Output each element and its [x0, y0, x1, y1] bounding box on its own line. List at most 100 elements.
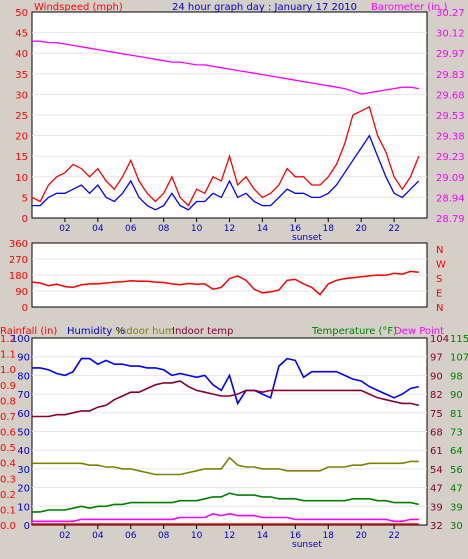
x-tick-label: 22: [388, 224, 399, 234]
indoor-temp-tick-label: 75: [430, 409, 443, 420]
x-tick-label: 06: [125, 224, 137, 234]
humidity-tick-label: 60: [17, 409, 30, 420]
x-tick-label: 20: [355, 224, 367, 234]
x-tick-label: 10: [191, 531, 203, 541]
indoor-temp-tick-label: 32: [430, 521, 443, 532]
sunset-label-2: sunset: [292, 540, 322, 550]
compass-label: N: [436, 303, 443, 314]
chart-title: 24 hour graph day : January 17 2010: [172, 2, 357, 13]
wind-dir-tick-label: 270: [9, 255, 28, 266]
barometer-tick-label: 29.38: [436, 132, 465, 143]
wind-dir-tick-label: 90: [15, 287, 28, 298]
dew-point-line: [32, 512, 419, 523]
temperature-tick-label: 30: [450, 521, 463, 532]
barometer-tick-label: 29.23: [436, 152, 465, 163]
barometer-tick-label: 29.53: [436, 111, 465, 122]
temperature-tick-label: 115: [450, 334, 468, 345]
x-tick-label: 02: [59, 224, 70, 234]
x-tick-label: 12: [224, 224, 235, 234]
wind-tick-label: 5: [22, 193, 28, 204]
rain-tick-label: 0.3: [0, 474, 16, 485]
wind-tick-label: 10: [15, 173, 28, 184]
wind-tick-label: 25: [15, 111, 28, 122]
x-tick-label: 04: [92, 531, 104, 541]
rain-tick-label: 0.0: [0, 521, 16, 532]
temperature-tick-label: 81: [450, 409, 463, 420]
x-tick-label: 16: [290, 531, 302, 541]
x-tick-label: 18: [323, 531, 335, 541]
wind-tick-label: 50: [15, 8, 28, 19]
temperature-tick-label: 98: [450, 371, 463, 382]
wind-dir-tick-label: 0: [22, 303, 28, 314]
rain-tick-label: 0.6: [0, 428, 16, 439]
indoor-temp-tick-label: 54: [430, 465, 443, 476]
x-tick-label: 12: [224, 531, 235, 541]
compass-label: E: [436, 289, 442, 300]
wind-tick-label: 0: [22, 214, 28, 225]
humidity-tick-label: 40: [17, 446, 30, 457]
humidity-line: [32, 357, 419, 406]
rain-tick-label: 0.8: [0, 396, 16, 407]
x-tick-label: 16: [290, 224, 302, 234]
x-tick-label: 08: [158, 224, 170, 234]
x-tick-label: 08: [158, 531, 170, 541]
barometer-tick-label: 28.94: [436, 193, 465, 204]
barometer-tick-label: 30.12: [436, 29, 465, 40]
humidity-tick-label: 80: [17, 371, 30, 382]
wind-dir-tick-label: 360: [9, 239, 28, 250]
humidity-tick-label: 20: [17, 484, 30, 495]
temperature-tick-label: 64: [450, 446, 463, 457]
indoor-temp-tick-label: 61: [430, 446, 443, 457]
temperature-tick-label: 39: [450, 502, 463, 513]
barometer-tick-label: 29.97: [436, 49, 465, 60]
humidity-tick-label: 50: [17, 428, 30, 439]
rain-tick-label: 0.7: [0, 412, 16, 423]
humidity-tick-label: 100: [11, 334, 30, 345]
indoor-temp-tick-label: 90: [430, 371, 443, 382]
indoor-temp-tick-label: 39: [430, 502, 443, 513]
rain-tick-label: 0.1: [0, 505, 16, 516]
indoor-hum-line: [32, 456, 419, 476]
x-tick-label: 10: [191, 224, 203, 234]
barometer-tick-label: 30.27: [436, 8, 465, 19]
legend-humidity: Humidity %: [67, 326, 125, 337]
x-tick-label: 14: [257, 224, 269, 234]
humidity-tick-label: 90: [17, 353, 30, 364]
humidity-tick-label: 30: [17, 465, 30, 476]
legend-indoor-hum: Indoor hum: [117, 326, 175, 337]
rain-tick-label: 0.9: [0, 381, 16, 392]
barometer-axis-label: Barometer (in.): [371, 2, 447, 13]
rain-tick-label: 1.2: [0, 334, 16, 345]
humidity-tick-label: 70: [17, 390, 30, 401]
rain-tick-label: 1.1: [0, 350, 16, 361]
x-tick-label: 22: [388, 531, 399, 541]
compass-label: W: [436, 260, 446, 271]
wind-speed-line: [32, 134, 420, 211]
wind-tick-label: 40: [15, 49, 28, 60]
wind-tick-label: 45: [15, 29, 28, 40]
x-tick-label: 18: [323, 224, 335, 234]
wind-dir-tick-label: 180: [9, 271, 28, 282]
temperature-tick-label: 47: [450, 484, 463, 495]
x-tick-label: 06: [125, 531, 137, 541]
barometer-tick-label: 28.79: [436, 214, 465, 225]
wind-tick-label: 20: [15, 132, 28, 143]
temperature-line: [32, 492, 419, 513]
legend-rainfall: Rainfall (in): [0, 326, 57, 337]
compass-label: N: [436, 245, 443, 256]
rain-tick-label: 0.2: [0, 490, 16, 501]
temperature-tick-label: 73: [450, 428, 463, 439]
indoor-temp-tick-label: 82: [430, 390, 443, 401]
legend-temperature: Temperature (°F): [311, 326, 397, 337]
indoor-temp-tick-label: 68: [430, 428, 443, 439]
wind-axis-label: Windspeed (mph): [34, 2, 123, 13]
wind-direction-line: [31, 270, 419, 296]
temperature-tick-label: 90: [450, 390, 463, 401]
rain-tick-label: 0.5: [0, 443, 16, 454]
sunset-label-1: sunset: [292, 233, 322, 243]
barometer-tick-label: 29.83: [436, 70, 465, 81]
x-tick-label: 02: [59, 531, 70, 541]
x-tick-label: 20: [355, 531, 367, 541]
legend-indoor-temp: Indoor temp: [172, 326, 233, 337]
